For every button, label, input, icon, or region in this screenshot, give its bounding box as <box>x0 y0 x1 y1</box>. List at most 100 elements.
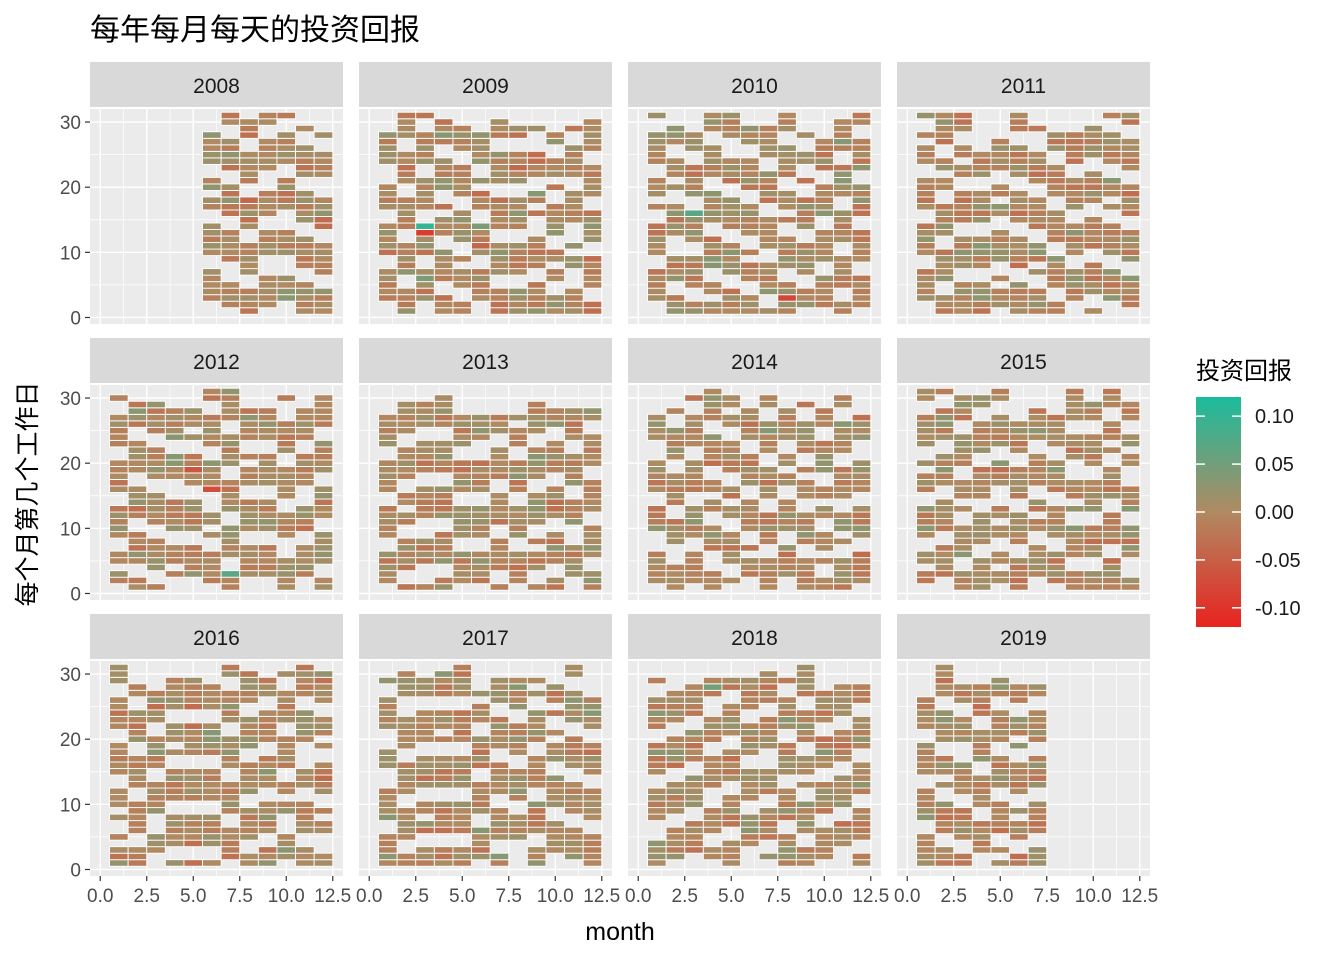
heatmap-tile <box>934 800 955 809</box>
heatmap-tile <box>433 531 454 539</box>
heatmap-tile <box>953 196 973 204</box>
heatmap-tile <box>415 689 435 698</box>
heatmap-tile <box>582 229 603 237</box>
heatmap-tile <box>164 550 185 559</box>
heatmap-tile <box>489 124 510 133</box>
heatmap-tile <box>684 505 704 513</box>
heatmap-tile <box>396 813 417 822</box>
heatmap-tile <box>508 774 528 782</box>
heatmap-tile <box>665 492 686 500</box>
heatmap-tile <box>508 728 528 737</box>
heatmap-tile <box>415 761 435 769</box>
heatmap-tile <box>564 189 584 198</box>
heatmap-tile <box>146 518 166 526</box>
heatmap-tile <box>564 570 584 578</box>
heatmap-tile <box>545 407 566 415</box>
heatmap-tile <box>1102 557 1122 565</box>
heatmap-tile <box>109 550 129 559</box>
heatmap-tile <box>934 459 955 467</box>
heatmap-tile <box>276 176 297 185</box>
heatmap-tile <box>1027 420 1048 428</box>
heatmap-tile <box>777 157 797 165</box>
heatmap-tile <box>814 294 835 302</box>
heatmap-tile <box>582 439 603 448</box>
heatmap-tile <box>1083 439 1104 448</box>
heatmap-tile <box>777 696 797 704</box>
heatmap-tile <box>313 294 334 302</box>
heatmap-tile <box>953 820 973 828</box>
heatmap-tile <box>1064 544 1085 552</box>
heatmap-tile <box>1027 722 1048 730</box>
heatmap-tile <box>740 433 760 441</box>
heatmap-tile <box>471 755 491 763</box>
heatmap-tile <box>313 268 334 276</box>
heatmap-tile <box>702 111 723 120</box>
heatmap-tile <box>183 524 203 533</box>
heatmap-tile <box>916 203 936 211</box>
heatmap-tile <box>814 485 835 493</box>
x-tick-label: 7.5 <box>765 886 791 907</box>
heatmap-tile <box>433 420 454 428</box>
heatmap-tile <box>665 748 686 756</box>
heatmap-tile <box>220 670 241 678</box>
heatmap-tile <box>934 268 955 276</box>
heatmap-tile <box>665 781 686 789</box>
heatmap-tile <box>313 439 334 448</box>
heatmap-tile <box>795 294 816 302</box>
heatmap-tile <box>276 741 297 750</box>
heatmap-tile <box>1083 452 1104 461</box>
heatmap-tile <box>164 826 185 835</box>
heatmap-tile <box>471 420 491 428</box>
heatmap-tile <box>953 583 973 591</box>
heatmap-tile <box>276 420 297 428</box>
heatmap-tile <box>795 439 816 448</box>
heatmap-tile <box>127 683 148 691</box>
heatmap-tile <box>396 111 417 120</box>
heatmap-tile <box>220 255 241 263</box>
heatmap-tile <box>758 768 779 776</box>
heatmap-tile <box>526 774 547 782</box>
heatmap-tile <box>433 157 454 165</box>
heatmap-tile <box>276 557 297 565</box>
heatmap-tile <box>545 696 566 704</box>
heatmap-tile <box>127 709 148 717</box>
heatmap-tile <box>489 696 510 704</box>
heatmap-tile <box>452 433 472 441</box>
heatmap-tile <box>953 118 973 126</box>
heatmap-tile <box>795 722 816 730</box>
heatmap-tile <box>396 761 417 769</box>
heatmap-tile <box>276 287 297 296</box>
heatmap-tile <box>313 722 334 730</box>
heatmap-tile <box>702 761 723 769</box>
heatmap-tile <box>239 157 259 165</box>
heatmap-tile <box>814 439 835 448</box>
heatmap-tile <box>471 800 491 809</box>
heatmap-tile <box>647 413 667 422</box>
heatmap-tile <box>396 820 417 828</box>
heatmap-tile <box>795 826 816 835</box>
heatmap-tile <box>833 183 853 191</box>
heatmap-tile <box>1027 813 1048 822</box>
heatmap-tile <box>452 222 472 230</box>
heatmap-tile <box>953 722 973 730</box>
heatmap-tile <box>452 576 472 585</box>
heatmap-tile <box>508 683 528 691</box>
heatmap-tile <box>721 715 741 724</box>
heatmap-tile <box>276 274 297 283</box>
heatmap-tile <box>471 222 491 230</box>
heatmap-tile <box>202 479 222 487</box>
heatmap-tile <box>313 576 334 585</box>
heatmap-tile <box>109 505 129 513</box>
heatmap-tile <box>1027 255 1048 263</box>
heatmap-tile <box>1064 439 1085 448</box>
heatmap-tile <box>276 781 297 789</box>
heatmap-tile <box>934 511 955 520</box>
heatmap-tile <box>202 748 222 756</box>
heatmap-tile <box>378 676 398 685</box>
heatmap-tile <box>953 505 973 513</box>
facet-strip-label: 2013 <box>462 351 509 374</box>
heatmap-tile <box>758 820 779 828</box>
heatmap-tile <box>916 229 936 237</box>
heatmap-tile <box>1027 774 1048 782</box>
heatmap-tile <box>396 255 417 263</box>
